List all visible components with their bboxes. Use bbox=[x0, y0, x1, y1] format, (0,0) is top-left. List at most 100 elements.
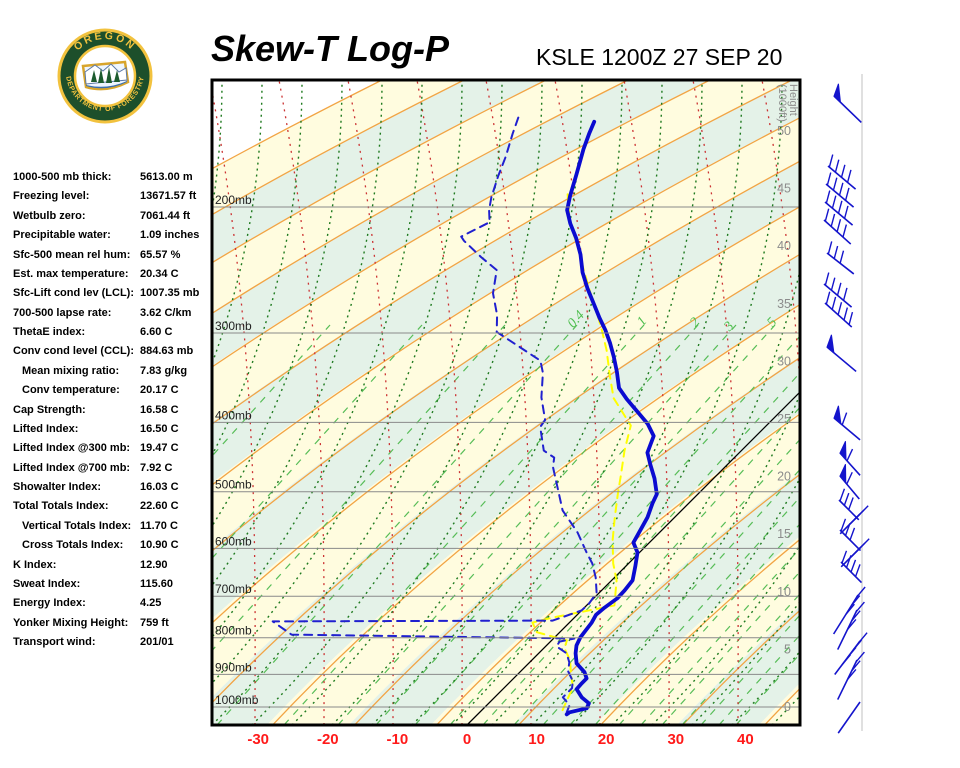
isotherm-band-line bbox=[212, 205, 800, 624]
index-value: 7.92 C bbox=[140, 461, 173, 474]
index-row: Yonker Mixing Height: 759 ft bbox=[13, 614, 213, 633]
height-label: 25 bbox=[777, 412, 791, 426]
dry-adiabat bbox=[932, 80, 960, 725]
temp-tick-label: -10 bbox=[387, 731, 409, 748]
index-label: 1000-500 mb thick: bbox=[13, 171, 112, 183]
pressure-label: 400mb bbox=[215, 408, 252, 422]
isotherm-band-line bbox=[599, 538, 800, 725]
index-label: Vertical Totals Index: bbox=[22, 519, 132, 532]
index-row: Sfc-Lift cond lev (LCL): 1007.35 mb bbox=[13, 284, 213, 303]
index-label: Lifted Index @700 mb: bbox=[13, 461, 131, 474]
isotherm-band-line bbox=[212, 80, 711, 368]
index-row: Sweat Index: 115.60 bbox=[13, 575, 213, 594]
dry-adiabat bbox=[852, 80, 960, 725]
height-label: 35 bbox=[777, 297, 791, 311]
index-label: Conv temperature: bbox=[22, 384, 120, 397]
height-label: 20 bbox=[777, 470, 791, 484]
index-value: 5613.00 m bbox=[140, 171, 193, 183]
temp-band bbox=[212, 206, 800, 698]
temp-tick-label: 40 bbox=[737, 731, 754, 748]
height-label: 30 bbox=[777, 354, 791, 368]
index-row: Freezing level: 13671.57 ft bbox=[13, 187, 213, 206]
height-label: 40 bbox=[777, 239, 791, 253]
zero-isotherm bbox=[466, 391, 800, 725]
mixing-ratio-line bbox=[212, 324, 506, 652]
index-value: 201/01 bbox=[140, 636, 174, 648]
index-row: Lifted Index @700 mb: 7.92 C bbox=[13, 459, 213, 478]
index-row: Lifted Index: 16.50 C bbox=[13, 420, 213, 439]
index-value: 19.47 C bbox=[140, 442, 179, 455]
dry-adiabat bbox=[812, 80, 960, 725]
plot-area: 0.4 1 2 3 5 bbox=[72, 80, 960, 725]
index-row: Conv temperature: 20.17 C bbox=[13, 381, 213, 400]
wind-barb bbox=[824, 190, 854, 226]
wind-barb bbox=[836, 601, 865, 650]
wind-barb bbox=[826, 241, 855, 275]
index-row: Conv cond level (CCL): 884.63 mb bbox=[13, 342, 213, 361]
index-label: Freezing level: bbox=[13, 190, 90, 203]
temp-band bbox=[759, 683, 800, 725]
isotherm-band-line bbox=[212, 116, 800, 486]
isotherm-band-line bbox=[517, 473, 800, 725]
moist-adiabat bbox=[141, 80, 186, 725]
temp-band bbox=[212, 253, 800, 725]
temp-band bbox=[267, 303, 800, 725]
temp-band bbox=[841, 80, 960, 725]
index-row: Transport wind: 201/01 bbox=[13, 633, 213, 652]
index-value: 4.25 bbox=[140, 597, 162, 610]
height-label: 45 bbox=[777, 182, 791, 196]
index-label: Total Totals Index: bbox=[13, 500, 109, 513]
dry-adiabat bbox=[892, 80, 960, 725]
wind-barb bbox=[833, 405, 861, 441]
pressure-label: 700mb bbox=[215, 582, 252, 596]
index-row: Mean mixing ratio: 7.83 g/kg bbox=[13, 362, 213, 381]
wind-barb bbox=[837, 701, 861, 734]
index-label: Precipitable water: bbox=[13, 229, 111, 242]
height-label: 15 bbox=[777, 527, 791, 541]
mixing-ratio-line bbox=[216, 324, 578, 725]
index-row: Wetbulb zero: 7061.44 ft bbox=[13, 207, 213, 226]
moist-adiabat bbox=[72, 80, 117, 725]
temp-tick-label: 10 bbox=[528, 731, 545, 748]
temp-tick-label: 20 bbox=[598, 731, 615, 748]
moist-adiabat bbox=[900, 80, 945, 725]
index-value: 65.57 % bbox=[140, 248, 181, 261]
logo-emblem bbox=[81, 60, 130, 91]
index-value: 115.60 bbox=[140, 577, 174, 590]
wind-barb bbox=[832, 586, 866, 635]
mixing-ratio-line bbox=[482, 371, 800, 725]
index-label: Est. max temperature: bbox=[13, 267, 129, 280]
pressure-label: 300mb bbox=[215, 319, 252, 333]
index-value: 884.63 mb bbox=[140, 345, 194, 358]
mixing-ratio-line bbox=[594, 496, 800, 725]
index-label: Cross Totals Index: bbox=[22, 539, 124, 552]
index-label: Mean mixing ratio: bbox=[22, 364, 120, 377]
mixing-ratio-line bbox=[212, 324, 331, 458]
index-value: 20.17 C bbox=[140, 384, 179, 397]
index-row: Showalter Index: 16.03 C bbox=[13, 478, 213, 497]
mixing-ratio-line bbox=[718, 634, 800, 725]
index-label: Sfc-500 mean rel hum: bbox=[13, 248, 131, 261]
wind-barb bbox=[827, 154, 857, 190]
page-title: Skew-T Log-P bbox=[211, 28, 450, 69]
index-value: 16.03 C bbox=[140, 481, 179, 493]
index-value: 7.83 g/kg bbox=[140, 364, 188, 377]
mixing-ratio-line bbox=[212, 324, 423, 560]
index-value: 13671.57 ft bbox=[140, 190, 197, 203]
index-label: Showalter Index: bbox=[13, 481, 102, 493]
pressure-label: 500mb bbox=[215, 478, 252, 492]
index-row: Energy Index: 4.25 bbox=[13, 594, 213, 613]
index-value: 3.62 C/km bbox=[140, 306, 192, 319]
wind-barb bbox=[839, 441, 861, 476]
index-label: Lifted Index: bbox=[13, 422, 79, 435]
index-row: Total Totals Index: 22.60 C bbox=[13, 497, 213, 516]
index-row: 700-500 lapse rate: 3.62 C/km bbox=[13, 304, 213, 323]
temp-tick-label: -20 bbox=[317, 731, 339, 748]
temp-tick-label: -30 bbox=[247, 731, 269, 748]
wind-barb bbox=[826, 334, 857, 373]
wind-barb bbox=[824, 291, 854, 328]
isotherm-band-line bbox=[212, 80, 547, 264]
index-value: 1.09 inches bbox=[140, 229, 200, 242]
